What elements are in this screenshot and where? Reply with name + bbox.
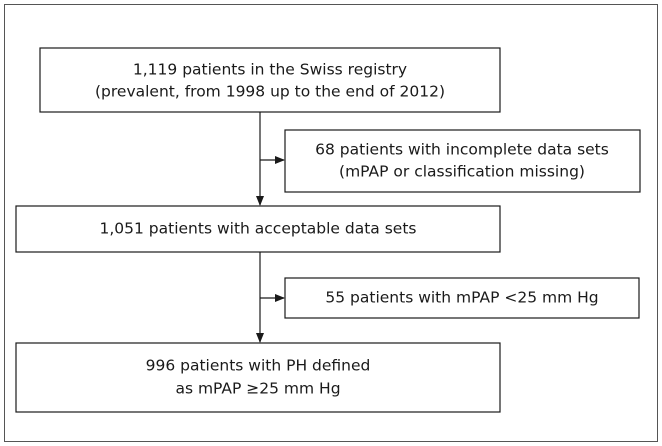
node-text: (mPAP or classification missing) bbox=[339, 163, 585, 181]
node-text: 55 patients with mPAP <25 mm Hg bbox=[325, 289, 598, 307]
frame bbox=[4, 4, 658, 442]
node-box bbox=[15, 342, 501, 413]
node-box bbox=[15, 205, 501, 253]
node-box bbox=[284, 277, 640, 319]
node-box bbox=[284, 129, 641, 193]
node-text: 996 patients with PH defined bbox=[146, 357, 371, 375]
node-text: 68 patients with incomplete data sets bbox=[315, 141, 609, 159]
node-text: (prevalent, from 1998 up to the end of 2… bbox=[95, 83, 445, 101]
node-box bbox=[39, 47, 501, 113]
node-text: as mPAP ≥25 mm Hg bbox=[175, 380, 340, 398]
node-text: 1,119 patients in the Swiss registry bbox=[133, 61, 407, 79]
node-text: 1,051 patients with acceptable data sets bbox=[100, 220, 417, 238]
